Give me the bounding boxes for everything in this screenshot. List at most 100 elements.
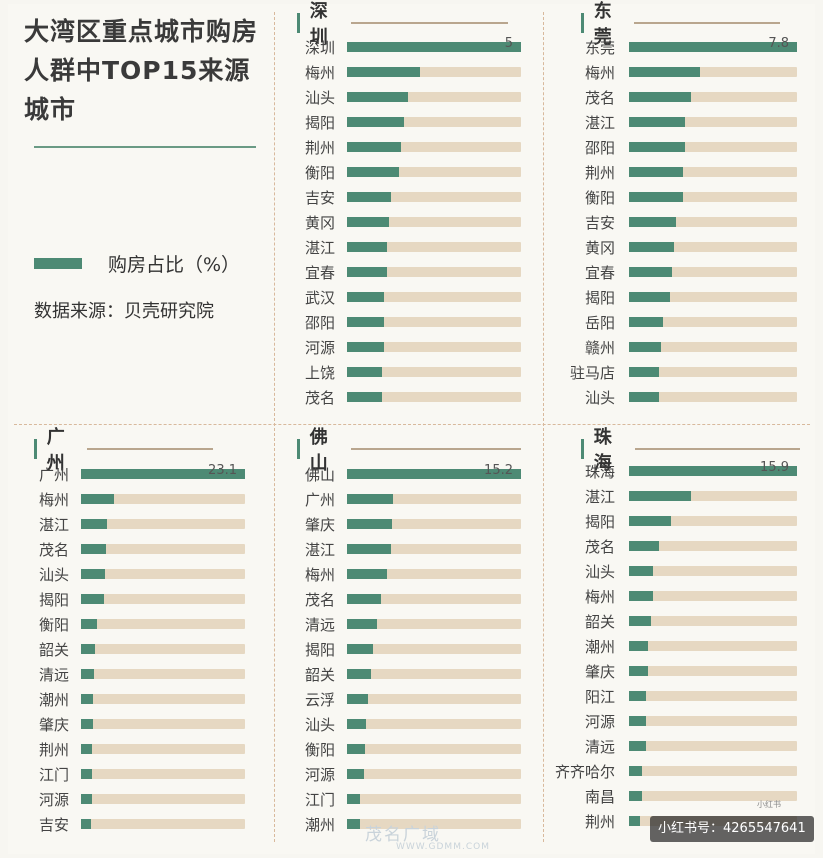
category-label: 阳江 [584, 688, 615, 706]
category-label: 江门 [304, 791, 335, 809]
bar-track [347, 192, 521, 202]
panel-header-mark [34, 439, 37, 459]
bar [81, 744, 92, 754]
panel-header-mark [297, 439, 300, 459]
bar [347, 267, 387, 277]
category-label: 肇庆 [584, 663, 615, 681]
bar-track [81, 544, 245, 554]
bar-track: 15.9 [629, 460, 797, 476]
bar-value-label: 15.2 [484, 463, 513, 478]
bar-track [347, 217, 521, 227]
bar [629, 691, 646, 701]
category-label: 河源 [304, 339, 335, 357]
bar-track [81, 669, 245, 679]
intro-block: 大湾区重点城市购房人群中TOP15来源城市 [24, 12, 264, 129]
bar-track [347, 142, 521, 152]
bar [629, 466, 797, 476]
category-label: 茂名 [584, 538, 615, 556]
category-label: 广州 [38, 466, 69, 484]
bar [629, 641, 648, 651]
bar [347, 67, 420, 77]
bar [347, 494, 393, 504]
category-label: 上饶 [304, 364, 335, 382]
bar-track: 5 [347, 36, 521, 52]
bar [347, 242, 387, 252]
category-label: 荆州 [38, 741, 69, 759]
bar [629, 491, 691, 501]
divider-left [274, 12, 275, 842]
category-label: 湛江 [584, 114, 615, 132]
chart-title: 大湾区重点城市购房人群中TOP15来源城市 [24, 17, 259, 124]
bar [347, 669, 371, 679]
category-label: 梅州 [304, 566, 335, 584]
category-label: 揭阳 [304, 641, 335, 659]
bar-track [347, 292, 521, 302]
panel-header-rule [634, 448, 800, 450]
bar-track [347, 342, 521, 352]
category-label: 宜春 [584, 264, 615, 282]
category-label: 清远 [38, 666, 69, 684]
category-label: 潮州 [304, 816, 335, 834]
panel-header-rule [634, 22, 781, 24]
bar [81, 544, 106, 554]
category-label: 吉安 [38, 816, 69, 834]
bar [81, 519, 107, 529]
bar-track [81, 794, 245, 804]
panel-header-mark [581, 439, 584, 459]
bar-track [629, 342, 797, 352]
category-label: 黄冈 [584, 239, 615, 257]
bar-track [629, 541, 797, 551]
bar [347, 594, 381, 604]
panel-header: 佛山 [297, 427, 522, 474]
bar [81, 669, 94, 679]
category-label: 揭阳 [584, 513, 615, 531]
category-label: 齐齐哈尔 [554, 763, 615, 781]
bar [347, 694, 368, 704]
category-label: 韶关 [584, 613, 615, 631]
bar-track [347, 167, 521, 177]
bar-track [347, 769, 521, 779]
bar-track [629, 491, 797, 501]
bar-track: 23.1 [81, 463, 245, 479]
bar [629, 342, 661, 352]
category-label: 清远 [304, 616, 335, 634]
category-label: 汕头 [584, 389, 615, 407]
title-underline [34, 146, 256, 148]
bar-track [347, 644, 521, 654]
bar [629, 67, 700, 77]
bar-track [347, 317, 521, 327]
bar [347, 469, 521, 479]
category-label: 梅州 [584, 64, 615, 82]
bar [629, 117, 685, 127]
bar [347, 794, 360, 804]
bar [347, 644, 373, 654]
bar [629, 741, 646, 751]
category-label: 梅州 [304, 64, 335, 82]
bar-track [629, 516, 797, 526]
category-label: 湛江 [38, 516, 69, 534]
bar [347, 619, 377, 629]
bar-track [629, 691, 797, 701]
bar-track [629, 142, 797, 152]
bar [629, 192, 683, 202]
bar [629, 167, 683, 177]
bar-track [629, 192, 797, 202]
bar [347, 142, 401, 152]
bar-track [347, 719, 521, 729]
legend-label: 购房占比（%） [108, 254, 241, 276]
bar [81, 694, 93, 704]
panel-header: 东莞 [581, 1, 781, 48]
category-label: 佛山 [304, 466, 335, 484]
category-label: 荆州 [584, 813, 615, 831]
bar-track [629, 791, 797, 801]
category-label: 河源 [38, 791, 69, 809]
bar [629, 267, 672, 277]
bar [629, 666, 648, 676]
bar-track [347, 819, 521, 829]
category-label: 衡阳 [38, 616, 69, 634]
bar-track [347, 744, 521, 754]
category-label: 肇庆 [38, 716, 69, 734]
bar [347, 92, 408, 102]
category-label: 汕头 [304, 716, 335, 734]
legend-swatch [34, 258, 82, 269]
